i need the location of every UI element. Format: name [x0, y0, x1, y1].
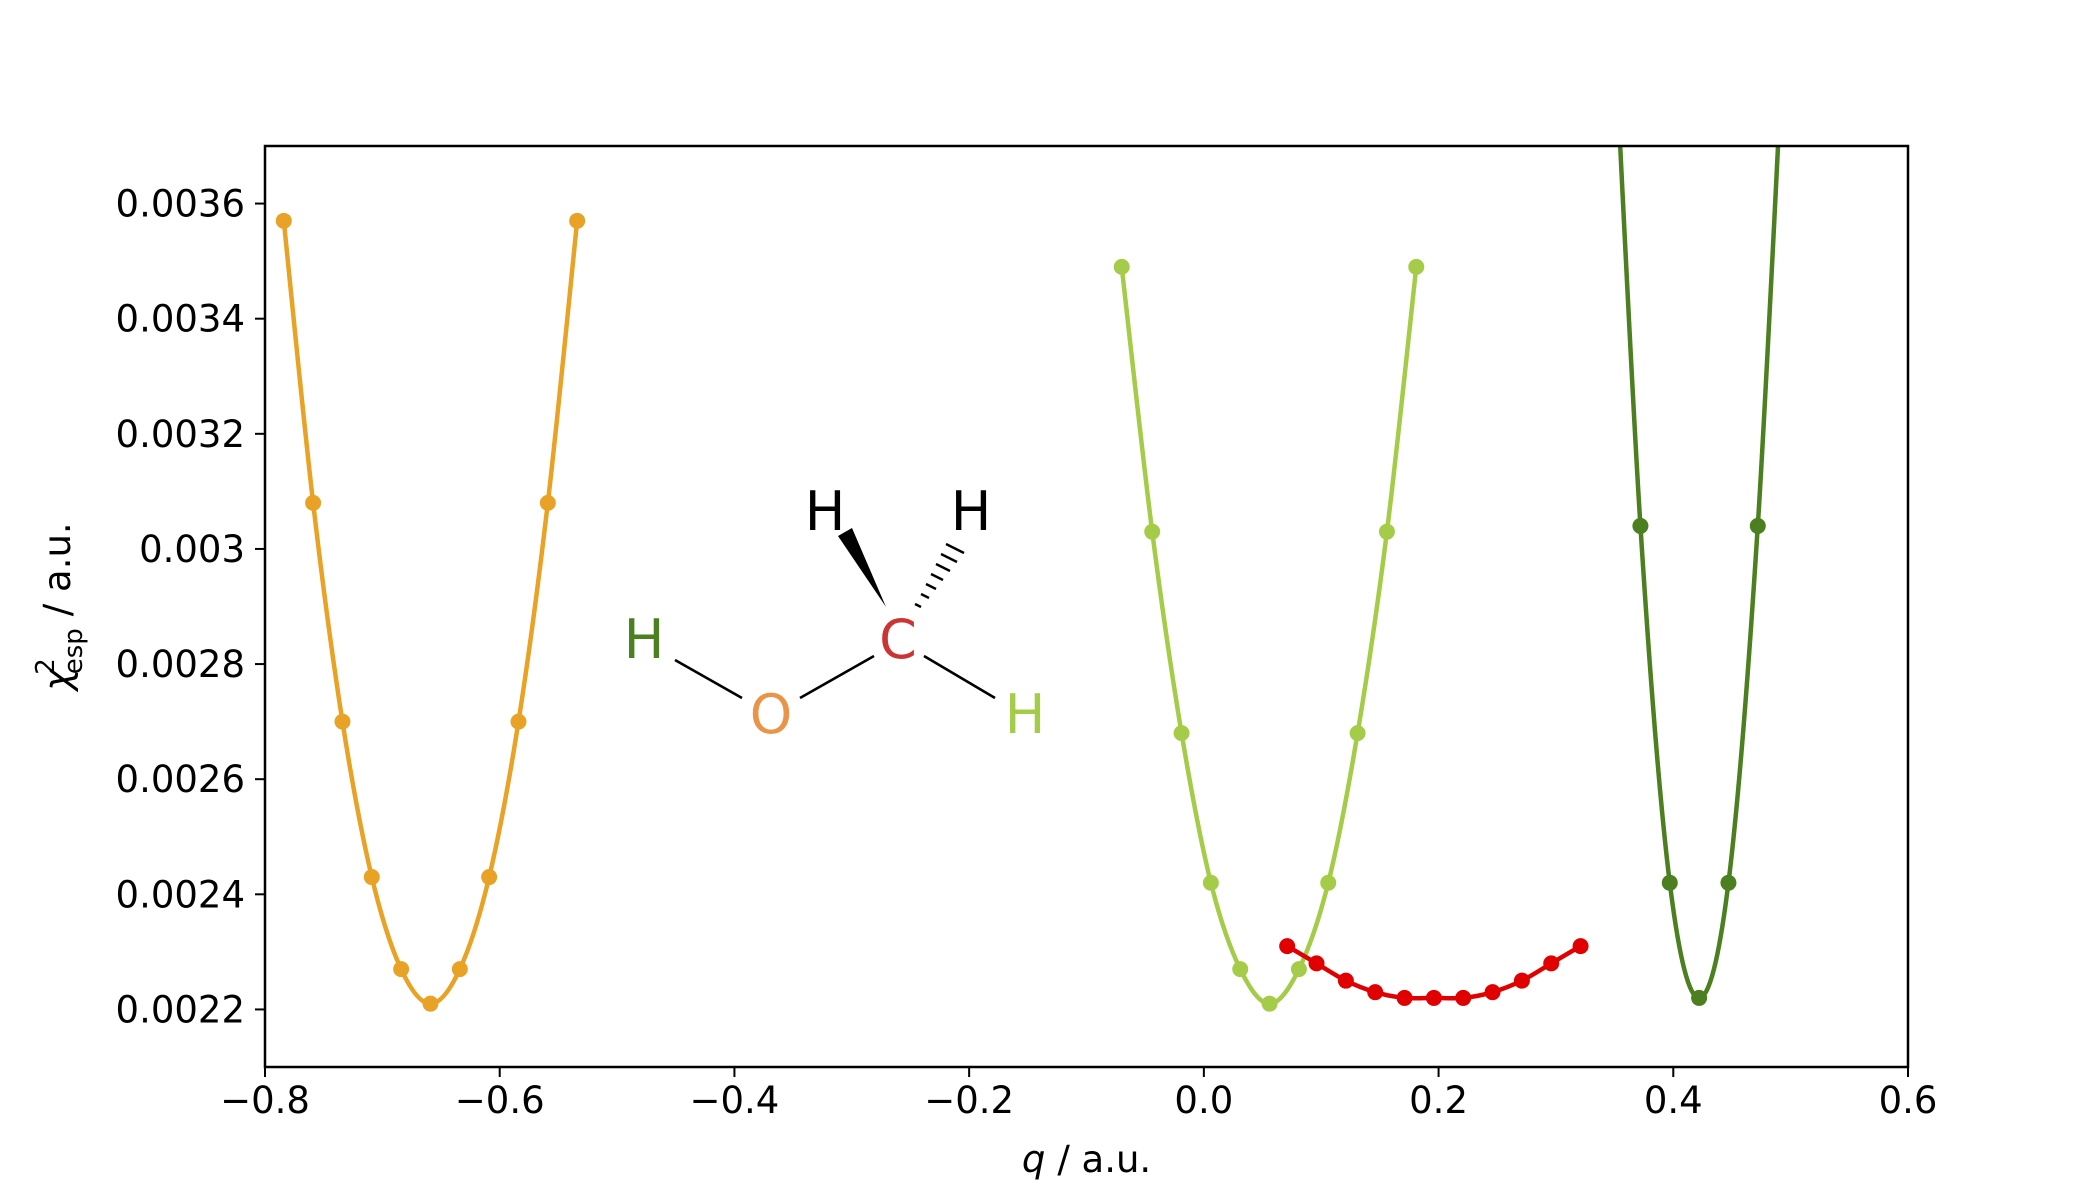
data-point: [451, 961, 468, 978]
data-point: [1484, 984, 1501, 1001]
y-tick-label: 0.0026: [116, 758, 245, 801]
x-tick-label: −0.8: [220, 1079, 310, 1122]
data-point: [363, 869, 380, 886]
x-label-symbol: q: [1022, 1138, 1046, 1181]
x-tick-label: 0.6: [1879, 1079, 1938, 1122]
data-point: [1425, 989, 1442, 1006]
y-tick-label: 0.0024: [116, 873, 245, 916]
x-tick-label: 0.4: [1644, 1079, 1703, 1122]
series-line: [1617, 146, 1781, 1001]
x-tick-label: −0.6: [455, 1079, 545, 1122]
y-tick-label: 0.0028: [116, 643, 245, 686]
y-tick-label: 0.003: [139, 528, 245, 571]
x-tick-label: 0.2: [1409, 1079, 1468, 1122]
atom-label: H: [805, 480, 846, 543]
x-label-unit: / a.u.: [1057, 1138, 1151, 1181]
data-point: [1378, 523, 1395, 540]
data-point: [1279, 938, 1296, 955]
data-point: [305, 494, 322, 511]
data-point: [1572, 938, 1589, 955]
data-point: [1543, 955, 1560, 972]
x-tick-label: 0.0: [1174, 1079, 1233, 1122]
series-line: [281, 220, 580, 1006]
data-point: [1232, 961, 1249, 978]
data-point: [481, 869, 498, 886]
y-tick-label: 0.0032: [116, 413, 245, 456]
y-tick-label: 0.0034: [116, 298, 245, 341]
data-point: [510, 713, 527, 730]
y-label-symbol: χ: [36, 667, 79, 693]
data-point: [1173, 725, 1190, 742]
plot-frame: [263, 144, 1910, 1069]
y-label-sub: esp: [59, 628, 89, 674]
x-tick-label: −0.4: [689, 1079, 779, 1122]
data-point: [1349, 725, 1366, 742]
y-tick-label: 0.0036: [116, 183, 245, 226]
data-point: [393, 961, 410, 978]
data-point: [1513, 972, 1530, 989]
data-point: [1308, 955, 1325, 972]
data-point: [1691, 989, 1708, 1006]
y-tick-label: 0.0022: [116, 988, 245, 1031]
hashed-bond: [914, 542, 965, 609]
y-axis-label: χ2esp / a.u.: [31, 522, 89, 692]
atom-label: O: [750, 683, 793, 746]
data-point: [1113, 258, 1130, 275]
x-tick-label: −0.2: [924, 1079, 1014, 1122]
data-point: [334, 713, 351, 730]
atom-label: C: [879, 608, 917, 671]
atom-label: H: [951, 480, 992, 543]
data-point: [1632, 517, 1649, 534]
data-point: [1261, 995, 1278, 1012]
data-point: [1144, 523, 1161, 540]
atom-label: H: [1005, 683, 1046, 746]
atom-label: H: [624, 608, 665, 671]
x-axis-label: q / a.u.: [1022, 1138, 1151, 1181]
data-point: [1661, 874, 1678, 891]
data-point: [1290, 961, 1307, 978]
data-point: [1202, 874, 1219, 891]
series-line: [1119, 266, 1419, 1006]
data-point: [422, 995, 439, 1012]
data-point: [1455, 989, 1472, 1006]
plot-area: [275, 146, 1781, 1012]
data-point: [1367, 984, 1384, 1001]
data-point: [1337, 972, 1354, 989]
data-point: [539, 494, 556, 511]
data-point: [1320, 874, 1337, 891]
data-point: [1749, 517, 1766, 534]
data-point: [1396, 989, 1413, 1006]
data-point: [275, 212, 292, 229]
data-point: [569, 212, 586, 229]
data-point: [1720, 874, 1737, 891]
y-label-sup: 2: [31, 658, 61, 675]
y-label-unit: / a.u.: [36, 522, 79, 616]
molecule-bonds: [674, 528, 996, 700]
data-point: [1408, 258, 1425, 275]
